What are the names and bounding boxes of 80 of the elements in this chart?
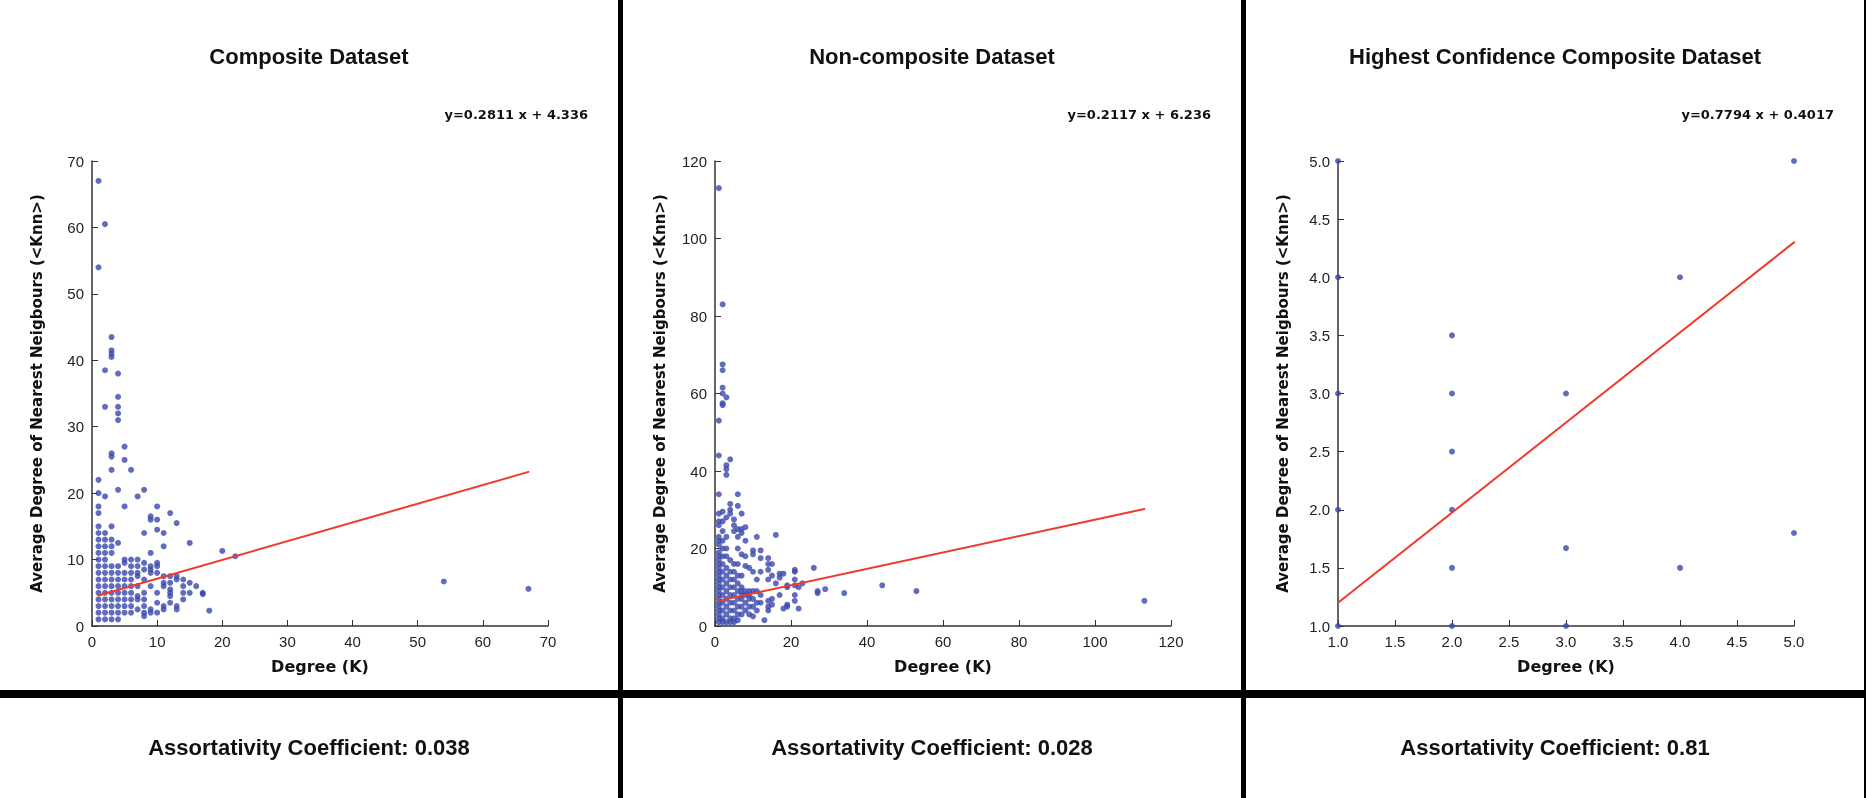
y-tick-label: 70 <box>67 152 84 170</box>
point <box>1563 390 1569 397</box>
x-tick-label: 20 <box>782 633 800 650</box>
point <box>1791 530 1797 536</box>
text: Assortativity Coefficient: 0.038 <box>0 698 618 798</box>
text: Assortativity Coefficient: 0.028 <box>623 698 1241 798</box>
x-axis-title: Degree (K) <box>1517 656 1615 676</box>
point <box>1449 623 1455 629</box>
y-tick-label: 0 <box>75 617 84 635</box>
point <box>1449 564 1455 571</box>
x-tick-label: 3.0 <box>1555 633 1577 650</box>
text: y=0.2811 x + 4.336 <box>444 107 589 122</box>
text: Assortativity Coefficient: 0.81 <box>1246 698 1864 798</box>
point <box>1563 545 1569 552</box>
text: y=0.2117 x + 6.236 <box>1067 107 1212 122</box>
point <box>1335 274 1341 281</box>
y-tick-label: 50 <box>67 285 84 303</box>
y-tick-label: 100 <box>681 230 707 247</box>
y-tick-label: 40 <box>67 351 84 369</box>
point <box>1335 506 1341 513</box>
point <box>1677 274 1683 281</box>
point <box>1335 623 1341 629</box>
y-tick-label: 2.0 <box>1309 501 1330 519</box>
point <box>1335 390 1341 397</box>
point <box>1335 158 1341 164</box>
chart-title: Highest Confidence Composite Dataset <box>1348 44 1762 70</box>
x-tick-label: 0 <box>710 633 720 650</box>
x-axis-title: Degree (K) <box>271 656 369 676</box>
y-tick-label: 3.0 <box>1309 385 1330 402</box>
x-tick-label: 30 <box>279 633 296 650</box>
y-tick-label: 2.5 <box>1309 443 1330 461</box>
y-tick-label: 4.5 <box>1309 210 1330 228</box>
x-tick-label: 1.5 <box>1384 633 1406 650</box>
y-tick-label: 1.5 <box>1309 559 1330 577</box>
y-tick-label: 10 <box>67 551 84 569</box>
y-axis-title: Average Degree of Nearest Neigbours (<Knn>) <box>27 194 46 593</box>
x-tick-label: 50 <box>409 633 427 650</box>
x-axis-title: Degree (K) <box>894 656 992 676</box>
point <box>1449 332 1455 339</box>
x-tick-label: 60 <box>934 633 952 650</box>
x-tick-label: 2.0 <box>1441 633 1463 650</box>
y-tick-label: 0 <box>698 617 707 635</box>
point <box>1449 390 1455 397</box>
x-tick-label: 80 <box>1010 633 1028 650</box>
point <box>1563 623 1569 629</box>
text: y=0.7794 x + 0.4017 <box>1681 107 1835 122</box>
y-tick-label: 60 <box>690 385 707 402</box>
x-tick-label: 20 <box>213 633 231 650</box>
y-tick-label: 60 <box>67 218 84 236</box>
y-tick-label: 120 <box>681 152 707 170</box>
x-tick-label: 5.0 <box>1783 633 1805 650</box>
x-tick-label: 70 <box>539 633 557 650</box>
y-tick-label: 30 <box>67 418 84 436</box>
y-tick-label: 1.0 <box>1309 617 1330 635</box>
x-tick-label: 40 <box>344 633 361 650</box>
y-tick-label: 20 <box>67 484 84 502</box>
y-axis-title: Average Degree of Nearest Neigbours (<Knn>) <box>650 194 669 593</box>
x-tick-label: 2.5 <box>1498 633 1520 650</box>
x-tick-label: 1.0 <box>1327 633 1349 650</box>
x-tick-label: 10 <box>148 633 166 650</box>
y-tick-label: 80 <box>690 307 707 325</box>
x-tick-label: 100 <box>1082 633 1108 650</box>
point <box>1791 158 1797 164</box>
y-axis-title: Average Degree of Nearest Neigbours (<Knn>) <box>1273 194 1292 593</box>
chart-title: Composite Dataset <box>208 44 410 70</box>
x-tick-label: 60 <box>474 633 492 650</box>
y-tick-label: 5.0 <box>1309 152 1330 170</box>
x-tick-label: 120 <box>1158 633 1184 650</box>
x-tick-label: 4.0 <box>1669 633 1691 650</box>
x-tick-label: 4.5 <box>1726 633 1748 650</box>
point <box>1677 564 1683 571</box>
y-tick-label: 20 <box>690 540 707 557</box>
y-tick-label: 40 <box>690 462 707 480</box>
point <box>1449 448 1455 455</box>
x-tick-label: 0 <box>87 633 97 650</box>
y-tick-label: 3.5 <box>1309 326 1330 344</box>
x-tick-label: 40 <box>858 633 876 650</box>
x-tick-label: 3.5 <box>1612 633 1634 650</box>
chart-title: Non-composite Dataset <box>808 44 1056 70</box>
y-tick-label: 4.0 <box>1309 268 1330 286</box>
